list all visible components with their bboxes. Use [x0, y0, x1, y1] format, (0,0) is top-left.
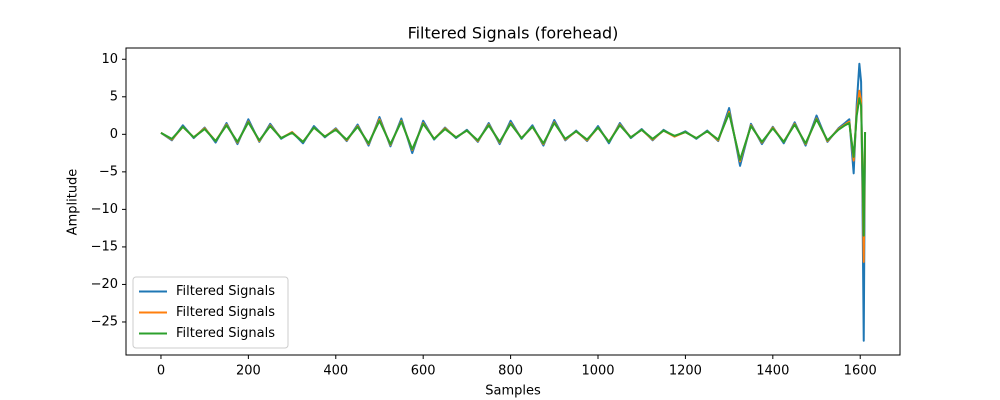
- y-tick-label: −10: [91, 202, 118, 217]
- x-axis-label: Samples: [485, 384, 541, 399]
- x-tick-label: 200: [236, 364, 261, 379]
- series-line: [160, 97, 867, 237]
- x-tick-label: 1400: [756, 364, 789, 379]
- y-axis-label: Amplitude: [66, 169, 81, 236]
- y-tick-label: −20: [91, 277, 118, 292]
- y-tick-label: 10: [101, 52, 118, 67]
- legend: Filtered Signals Filtered Signals Filtered…: [132, 276, 289, 349]
- x-tick-label: 400: [323, 364, 348, 379]
- series-line: [160, 89, 867, 263]
- legend-box: [132, 276, 289, 349]
- x-tick-label: 600: [411, 364, 436, 379]
- x-tick-label: 1600: [844, 364, 877, 379]
- x-tick-label: 1000: [581, 364, 614, 379]
- legend-label: Filtered Signals: [176, 284, 275, 299]
- y-tick-label: 0: [110, 127, 118, 142]
- chart-title: Filtered Signals (forehead): [408, 24, 619, 43]
- y-tick-label: 5: [110, 89, 118, 104]
- legend-label: Filtered Signals: [176, 326, 275, 341]
- y-tick-label: −15: [91, 239, 118, 254]
- x-tick-label: 1200: [669, 364, 702, 379]
- x-tick-label: 800: [498, 364, 523, 379]
- x-tick-label: 0: [157, 364, 165, 379]
- legend-label: Filtered Signals: [176, 305, 275, 320]
- plot-frame: [125, 47, 901, 356]
- y-tick-label: −5: [99, 164, 118, 179]
- y-tick-label: −25: [91, 314, 118, 329]
